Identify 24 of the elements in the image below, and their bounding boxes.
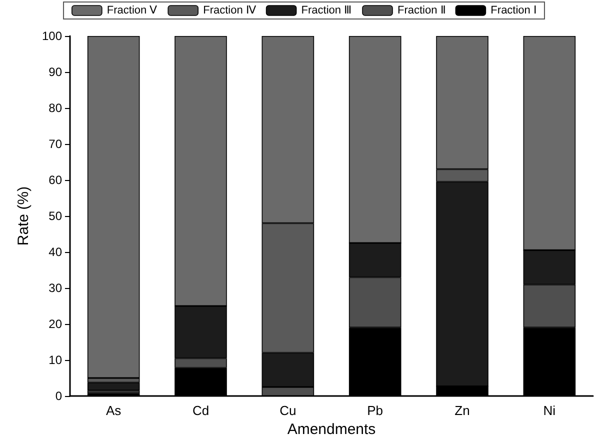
y-tick-label: 30: [48, 281, 62, 295]
legend-label: Fraction Ⅴ: [106, 4, 158, 16]
y-axis-title: Rate (%): [15, 186, 32, 246]
x-tick-label: Cd: [192, 403, 210, 418]
y-tick-label: 90: [48, 65, 62, 79]
x-tick-label: As: [106, 403, 122, 418]
x-tick-label: Cu: [280, 403, 296, 418]
y-tick-label: 40: [48, 245, 62, 259]
y-tick-label: 50: [48, 209, 62, 223]
legend-label: Fraction Ⅲ: [301, 4, 352, 16]
y-tick-label: 0: [55, 389, 62, 403]
legend-label: Fraction Ⅱ: [397, 4, 446, 16]
y-tick-label: 100: [42, 29, 62, 43]
y-tick-label: 80: [48, 101, 62, 115]
legend-label: Fraction Ⅰ: [490, 4, 536, 16]
y-tick-label: 20: [48, 317, 62, 331]
y-tick-label: 10: [48, 353, 62, 367]
x-tick-label: Ni: [543, 403, 556, 418]
legend-label: Fraction Ⅳ: [203, 4, 257, 16]
y-tick-label: 70: [48, 137, 62, 151]
x-tick-label: Zn: [454, 403, 470, 418]
x-tick-label: Pb: [367, 403, 384, 418]
y-tick-label: 60: [48, 173, 62, 187]
x-axis-title: Amendments: [287, 420, 376, 438]
